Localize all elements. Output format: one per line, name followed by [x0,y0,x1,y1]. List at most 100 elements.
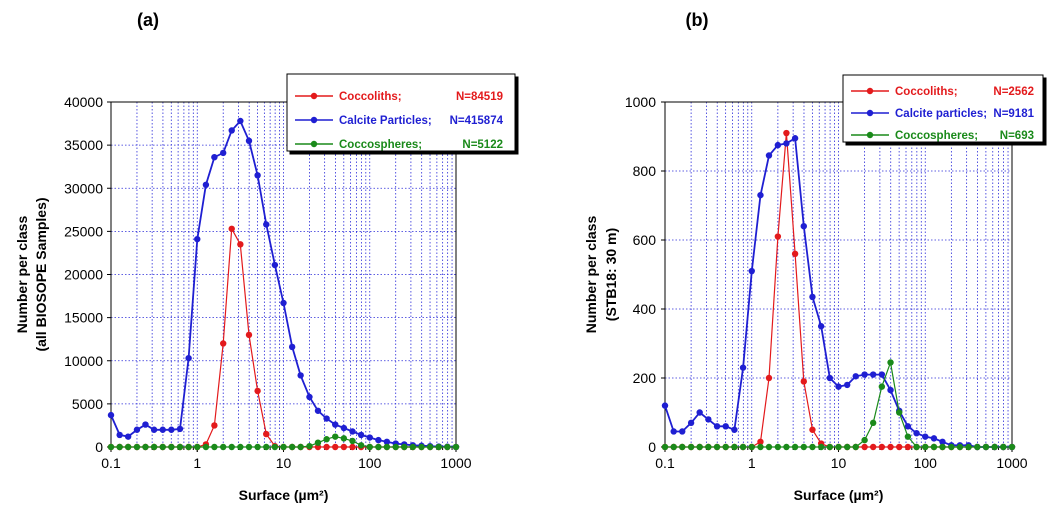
legend-count: N=84519 [456,91,503,103]
legend-count: N=2562 [993,86,1034,98]
data-point [713,423,721,430]
panel-label: (b) [686,10,709,30]
data-point [220,443,227,451]
data-point [142,421,149,428]
data-point [800,443,807,451]
data-point [974,443,981,451]
data-point [228,127,235,134]
data-point [731,426,738,433]
data-point [1000,443,1007,451]
data-point [869,419,877,427]
data-point [939,438,946,446]
data-point [670,443,677,451]
data-point [211,422,218,429]
legend: Coccoliths; N=2562 Calcite particles; N=918… [842,74,1044,143]
data-point [375,443,382,451]
data-point [124,433,132,440]
data-point [150,443,158,451]
data-point [228,443,235,451]
data-point [124,443,132,451]
data-point [731,443,738,451]
data-point [878,371,886,378]
data-point [357,442,365,449]
x-tick-label: 0.1 [101,455,121,471]
data-point [444,443,451,451]
data-point [383,438,391,446]
data-point [956,443,964,451]
data-point [809,426,816,433]
data-point [887,443,894,451]
data-point [332,421,339,428]
data-point [800,223,807,230]
data-point [922,433,929,440]
data-point [159,426,166,433]
y-tick-label: 20000 [64,267,103,283]
data-point [783,140,790,147]
data-point [783,129,790,137]
data-point [150,426,158,433]
data-point [791,443,799,451]
series-coccospheres [107,433,460,451]
data-point [757,443,764,451]
y-tick-label: 0 [95,439,103,455]
grid [111,102,456,447]
data-point [401,443,408,451]
y-tick-label: 25000 [64,223,103,239]
data-point [913,430,920,437]
data-point [263,430,270,438]
data-point [202,443,210,451]
data-point [211,154,218,161]
data-point [1008,443,1016,451]
legend-label: Coccoliths; [339,91,402,103]
data-point [748,443,755,451]
data-point [722,443,729,451]
data-point [887,359,894,366]
data-point [991,443,998,451]
data-point [896,443,903,451]
y-tick-label: 800 [633,163,657,179]
data-point [211,443,218,451]
y-axis-label: Number per class [583,216,599,334]
data-point [245,443,253,451]
data-point [800,378,807,385]
data-point [904,423,912,430]
x-tick-label: 1000 [996,455,1027,471]
data-point [965,443,972,451]
data-point [237,117,244,125]
series-calcite-particles [661,135,1016,451]
x-axis-label: Surface (µm²) [794,487,884,503]
data-point [852,373,859,380]
data-point [245,331,253,339]
data-point [930,443,938,451]
x-tick-label: 10 [831,455,847,471]
x-tick-label: 10 [276,455,292,471]
legend: Coccoliths; N=84519 Calcite Particles; N=41… [286,73,516,152]
data-point [869,371,877,378]
y-tick-label: 35000 [64,137,103,153]
data-point [323,443,330,451]
data-point [826,374,834,382]
data-point [765,443,773,451]
data-point [705,443,712,451]
data-point [713,443,721,451]
legend-label: Coccospheres; [895,130,978,142]
data-point [185,354,192,362]
data-point [452,443,460,451]
data-point [739,443,747,451]
data-point [323,415,330,422]
data-point [948,443,955,451]
data-point [661,402,669,409]
data-point [366,434,373,441]
data-point [696,443,703,451]
data-point [116,431,123,439]
data-point [392,443,399,451]
data-point [939,443,946,451]
grid [665,102,1012,447]
data-point [280,443,287,451]
data-point [133,443,141,451]
data-point [357,431,365,439]
data-point [332,433,339,440]
data-point [809,443,816,451]
data-point [861,436,868,444]
data-point [254,443,261,451]
